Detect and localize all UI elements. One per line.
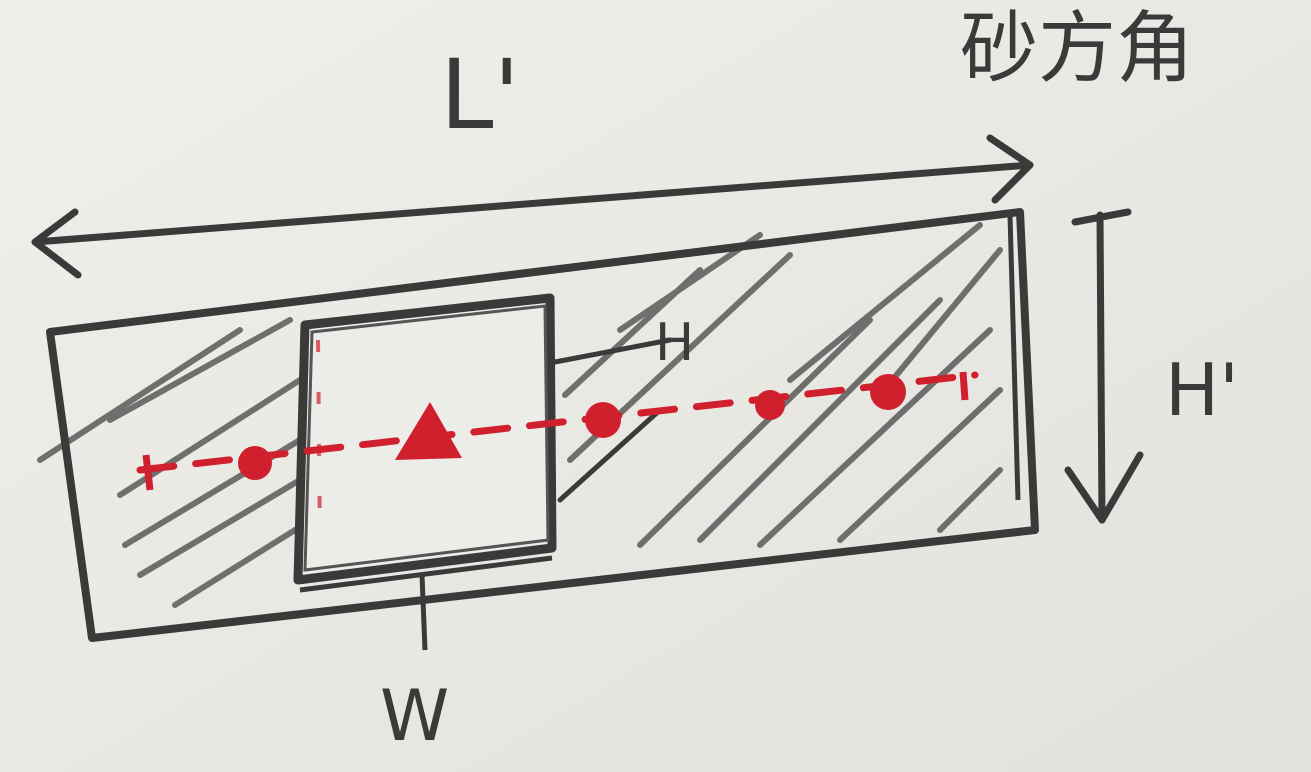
- red-centerline: [136, 339, 979, 546]
- outer-rectangle-edge: [1007, 214, 1021, 501]
- marker-dot: [585, 402, 621, 438]
- width-leader: [419, 574, 428, 651]
- marker-tick: [959, 371, 969, 401]
- marker-dot: [238, 446, 272, 480]
- height-dimension-arrow: [1064, 208, 1144, 524]
- corner-text: 砂方角: [960, 4, 1194, 94]
- length-outer-label: L': [440, 39, 520, 151]
- width-inner-label: W: [380, 675, 449, 757]
- inner-height-leader: [552, 337, 673, 503]
- length-dimension-arrow: [31, 134, 1034, 279]
- marker-triangle: [395, 402, 462, 460]
- marker-dot: [870, 374, 906, 410]
- outer-rectangle: [46, 208, 1039, 642]
- marker-tick: [142, 454, 154, 491]
- height-outer-label: H': [1165, 348, 1239, 432]
- height-inner-label: H: [655, 313, 694, 373]
- marker-dot: [755, 390, 785, 420]
